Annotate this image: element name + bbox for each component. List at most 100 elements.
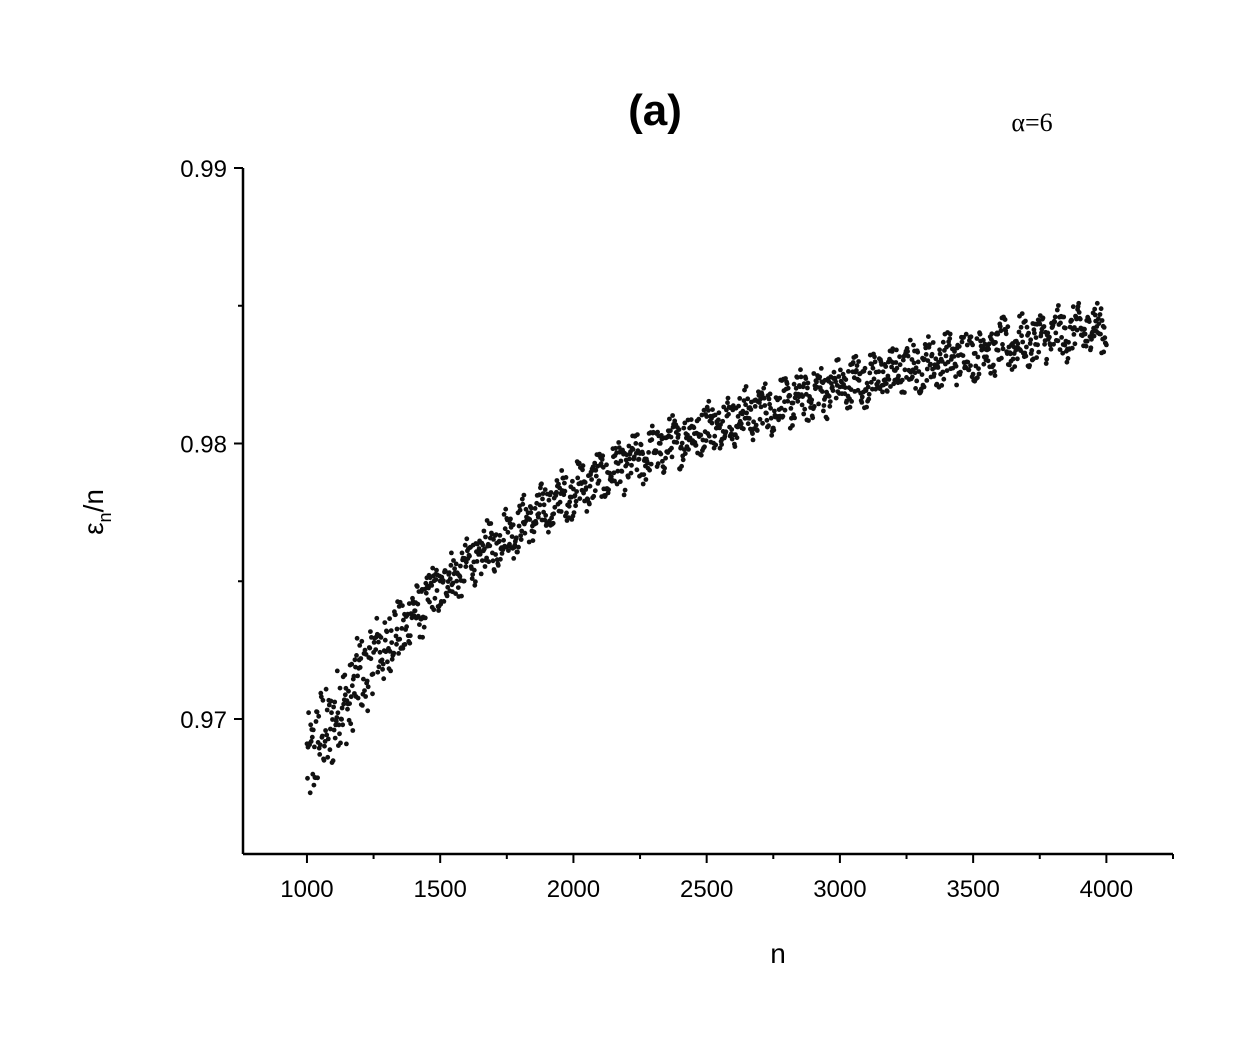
data-point — [455, 585, 461, 590]
data-point — [641, 472, 647, 477]
data-point — [532, 506, 538, 511]
data-point — [404, 624, 409, 630]
data-point — [1090, 329, 1095, 335]
data-point — [761, 395, 767, 401]
data-point — [945, 359, 951, 365]
data-point — [1023, 353, 1029, 359]
data-point — [375, 669, 381, 675]
data-point — [606, 487, 611, 493]
data-point — [441, 578, 446, 584]
data-point — [672, 418, 678, 424]
data-point — [501, 537, 506, 543]
data-point — [531, 529, 537, 535]
data-point — [407, 633, 413, 639]
data-point — [446, 570, 452, 575]
data-point — [866, 391, 872, 397]
data-point — [800, 394, 805, 399]
data-point — [992, 369, 997, 374]
data-point — [785, 385, 791, 391]
data-point — [396, 651, 401, 656]
data-point — [1071, 332, 1077, 337]
data-point — [558, 509, 564, 514]
data-point — [927, 342, 932, 347]
data-point — [716, 410, 722, 416]
data-point — [323, 686, 329, 692]
data-point — [327, 747, 333, 753]
data-point — [462, 542, 468, 548]
data-point — [790, 400, 796, 406]
x-axis-label: n — [770, 938, 786, 969]
data-point — [535, 514, 541, 520]
data-point — [725, 395, 731, 401]
data-point — [351, 673, 357, 679]
data-point — [540, 491, 546, 496]
data-point — [840, 371, 846, 377]
data-point — [325, 736, 331, 742]
data-point — [1088, 345, 1094, 351]
data-point — [889, 364, 894, 370]
data-point — [856, 359, 861, 364]
data-point — [308, 722, 314, 728]
data-point — [725, 400, 730, 406]
data-point — [937, 347, 942, 353]
data-point — [365, 708, 371, 714]
data-point — [924, 378, 930, 383]
data-point — [315, 775, 320, 781]
data-point — [758, 404, 764, 410]
data-point — [946, 342, 952, 348]
data-point — [882, 377, 888, 383]
data-point — [510, 522, 516, 528]
data-point — [769, 432, 775, 438]
data-point — [1053, 330, 1059, 336]
data-point — [767, 391, 773, 397]
data-point — [482, 564, 488, 569]
data-point — [737, 396, 743, 401]
data-point — [741, 426, 746, 432]
data-point — [956, 344, 962, 349]
data-point — [669, 454, 675, 460]
data-point — [365, 684, 371, 690]
data-point — [764, 417, 770, 423]
data-point — [378, 635, 384, 640]
data-point — [522, 530, 528, 536]
data-point — [450, 580, 456, 586]
data-point — [387, 616, 392, 621]
data-point — [359, 638, 365, 644]
data-point — [884, 389, 890, 394]
data-point — [1027, 363, 1032, 368]
data-point — [509, 534, 515, 539]
data-point — [896, 373, 901, 379]
y-tick-label: 0.99 — [180, 156, 227, 183]
data-point — [470, 572, 476, 577]
data-point — [670, 413, 675, 418]
data-point — [317, 742, 323, 748]
data-point — [600, 453, 606, 459]
data-point — [766, 423, 771, 429]
data-point — [768, 405, 773, 411]
data-point — [648, 461, 654, 467]
data-point — [368, 656, 374, 662]
data-point — [512, 542, 518, 548]
data-point — [393, 633, 399, 639]
data-point — [905, 349, 910, 354]
data-point — [838, 367, 843, 373]
data-point — [1029, 348, 1035, 353]
data-point — [691, 425, 697, 431]
data-point — [527, 517, 533, 522]
data-point — [326, 702, 332, 708]
data-point — [559, 468, 565, 473]
data-point — [516, 544, 521, 550]
data-point — [436, 608, 441, 613]
x-tick-label: 3000 — [813, 876, 866, 903]
data-point — [511, 556, 517, 561]
data-point — [349, 683, 355, 689]
data-point — [668, 428, 673, 434]
data-point — [608, 474, 614, 479]
y-axis-ticks: 0.97 0.98 0.99 — [180, 156, 243, 734]
data-point — [523, 506, 529, 512]
data-point — [704, 414, 710, 419]
data-point — [793, 385, 799, 391]
x-tick-label: 3500 — [946, 876, 999, 903]
data-point — [655, 461, 661, 466]
data-point — [599, 457, 605, 462]
